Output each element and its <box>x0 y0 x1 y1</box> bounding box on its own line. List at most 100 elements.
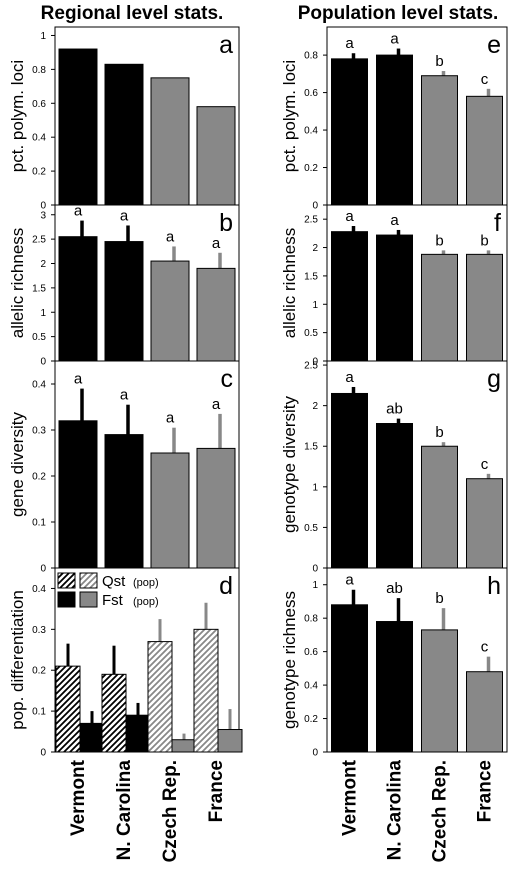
x-category-label: Czech Rep. <box>160 760 181 862</box>
fst-bar <box>79 722 105 753</box>
y-tick-label: 0.5 <box>304 523 318 534</box>
bar <box>331 392 368 569</box>
y-tick-label: 0.1 <box>32 518 46 529</box>
y-tick-label: 1.5 <box>32 283 46 294</box>
qst-bar <box>101 673 127 753</box>
bar <box>58 48 98 206</box>
x-category-label: France <box>206 760 227 822</box>
panel-letter: a <box>219 31 233 59</box>
bar <box>421 253 458 362</box>
significance-letter: ab <box>386 580 403 597</box>
y-tick-label: 1 <box>312 300 318 311</box>
significance-letter: a <box>345 369 354 386</box>
qst-bar <box>55 665 81 753</box>
legend-fst-suffix: (pop) <box>133 596 159 608</box>
panel-letter: f <box>494 209 501 237</box>
x-category-label: N. Carolina <box>114 760 135 861</box>
x-category-label: Czech Rep. <box>430 760 451 862</box>
bar <box>331 231 368 362</box>
y-tick-label: 0 <box>312 564 318 575</box>
significance-letter: a <box>120 387 129 404</box>
fst-bar <box>125 714 151 753</box>
legend: Qst (pop) Fst (pop) <box>57 572 159 609</box>
bar <box>104 241 144 362</box>
legend-qst-swatch-north-america <box>57 572 76 589</box>
y-tick-label: 2.5 <box>304 215 318 226</box>
x-axis-category-labels: Vermont N. Carolina Czech Rep. France Vermon… <box>68 759 496 862</box>
bar <box>58 236 98 362</box>
qst-bar <box>193 628 219 753</box>
qst-bar <box>147 641 173 753</box>
y-tick-label: 1 <box>312 482 318 493</box>
x-category-label: N. Carolina <box>385 760 406 861</box>
y-tick-label: 0.8 <box>304 614 318 625</box>
significance-letter: a <box>74 371 83 388</box>
y-tick-label: 1.5 <box>304 442 318 453</box>
fst-bar <box>217 729 243 753</box>
significance-letter: a <box>390 212 399 229</box>
y-tick-label: 0.2 <box>304 714 318 725</box>
y-tick-label: 0.4 <box>304 681 318 692</box>
significance-letter: b <box>435 424 443 441</box>
bar <box>376 234 413 362</box>
panel-letter: g <box>487 365 501 393</box>
bar <box>331 604 368 753</box>
y-axis-label: gene diversity <box>8 412 27 517</box>
x-category-label: Vermont <box>68 759 89 836</box>
bar <box>150 260 190 362</box>
y-tick-label: 0.5 <box>32 332 46 343</box>
significance-letter: a <box>74 203 83 220</box>
y-tick-label: 0.8 <box>304 51 318 62</box>
bar <box>421 629 458 753</box>
y-tick-label: 1 <box>312 580 318 591</box>
y-tick-label: 0 <box>312 357 318 368</box>
bar <box>196 267 236 362</box>
y-tick-label: 3 <box>40 210 46 221</box>
legend-qst-suffix: (pop) <box>133 577 159 589</box>
y-axis-label: pct. polym. loci <box>8 60 27 172</box>
x-category-label: Vermont <box>340 759 361 836</box>
significance-letter: a <box>120 207 129 224</box>
y-tick-label: 0 <box>40 201 46 212</box>
legend-qst-swatch-europe <box>79 572 98 589</box>
y-tick-label: 0 <box>312 201 318 212</box>
y-tick-label: 0.4 <box>32 133 46 144</box>
y-tick-label: 1.5 <box>304 271 318 282</box>
bar <box>376 423 413 569</box>
heading-regional: Regional level stats. <box>41 3 224 24</box>
y-tick-label: 0.4 <box>32 584 46 595</box>
significance-letter: a <box>166 228 175 245</box>
y-axis-label: pct. polym. loci <box>280 60 299 172</box>
panel-e: 0 0.2 0.4 0.6 0.8 pct. polym. loci e a a b c <box>280 26 508 212</box>
bar <box>104 434 144 569</box>
y-tick-label: 0.2 <box>32 666 46 677</box>
bar <box>150 452 190 569</box>
x-category-label: France <box>475 760 496 822</box>
y-tick-label: 1 <box>40 31 46 42</box>
significance-letter: a <box>345 572 354 589</box>
panel-letter: b <box>219 209 233 237</box>
bar <box>376 621 413 753</box>
y-axis-label: genotype diversity <box>280 395 299 533</box>
significance-letter: b <box>435 53 443 70</box>
y-axis-label: allelic richness <box>280 228 299 339</box>
bar <box>150 77 190 206</box>
y-tick-label: 0.3 <box>32 426 46 437</box>
panel-letter: e <box>487 31 501 59</box>
y-tick-label: 2.5 <box>304 361 318 372</box>
y-tick-label: 0.2 <box>32 167 46 178</box>
panel-f: 0 0.5 1 1.5 2 2.5 allelic richness f a a b b <box>280 204 508 368</box>
y-tick-label: 0.5 <box>304 328 318 339</box>
bar <box>376 54 413 206</box>
panel-letter: c <box>221 365 234 393</box>
y-tick-label: 1 <box>40 308 46 319</box>
significance-letter: c <box>481 71 489 88</box>
bar <box>466 478 503 569</box>
y-tick-label: 2.5 <box>32 235 46 246</box>
significance-letter: a <box>390 31 399 48</box>
bar <box>58 420 98 569</box>
bar <box>466 253 503 362</box>
y-tick-label: 0 <box>40 564 46 575</box>
